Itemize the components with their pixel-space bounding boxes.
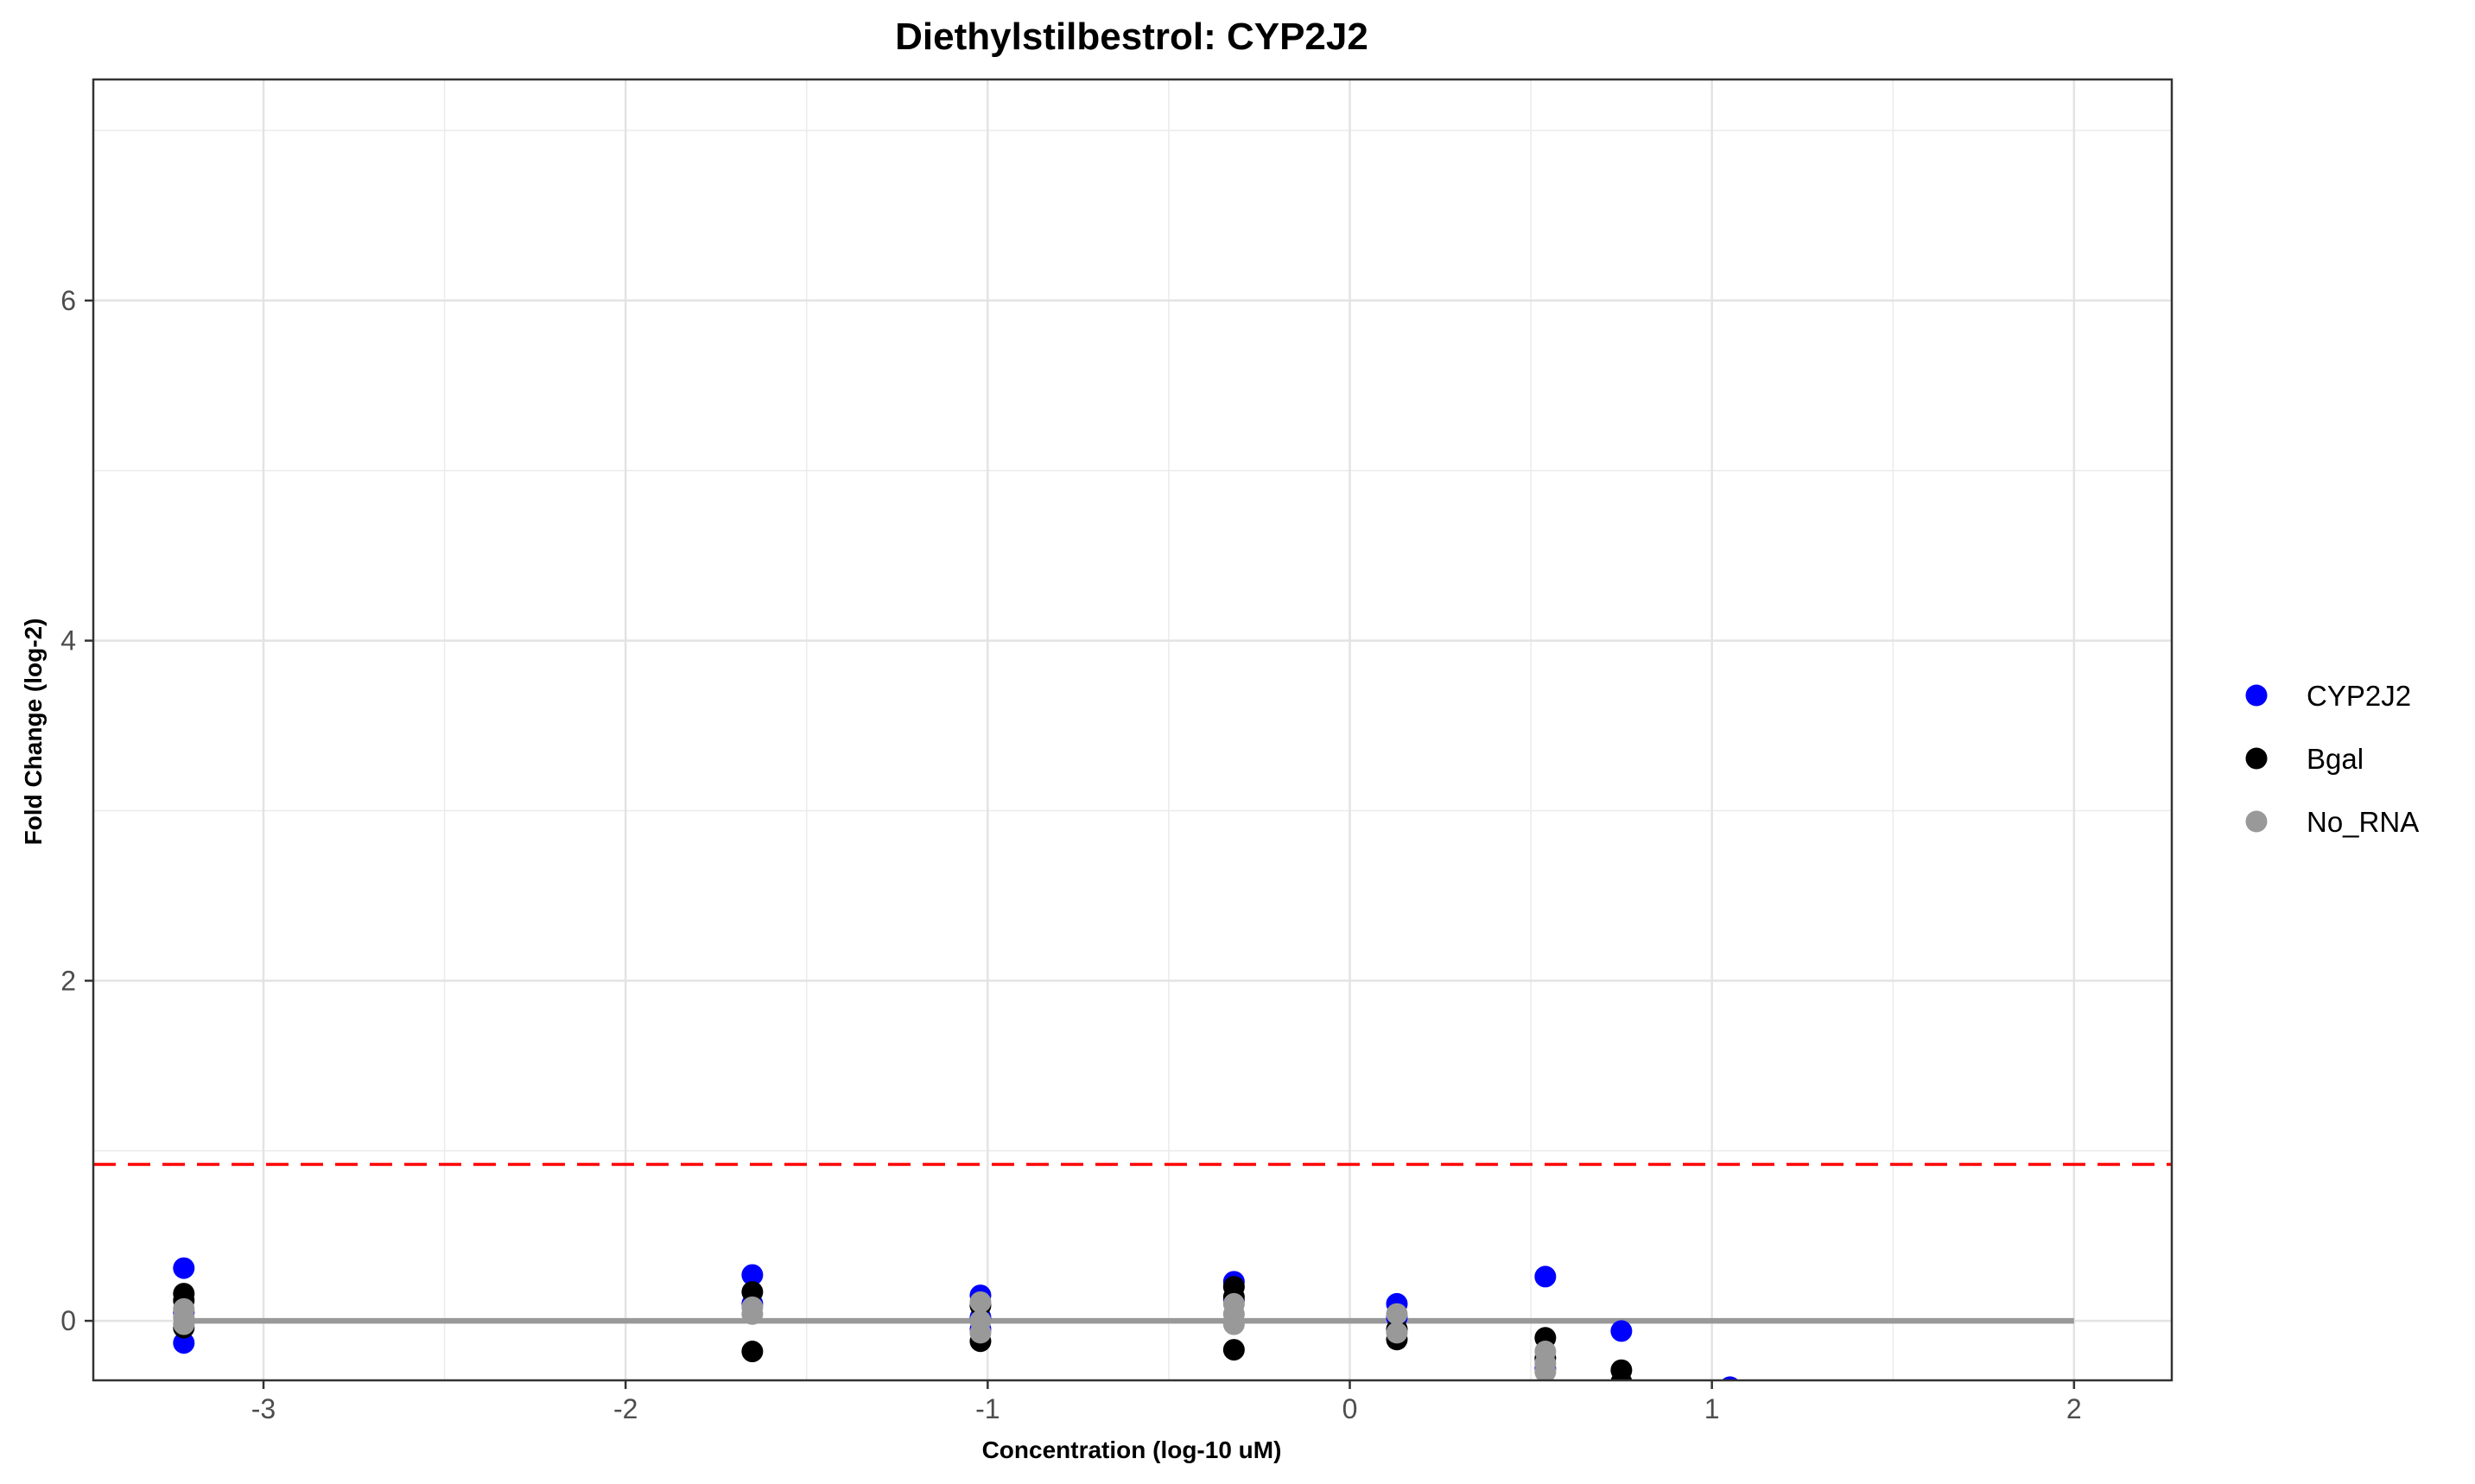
legend-key [2245, 684, 2268, 707]
series-no-rna [173, 1291, 1557, 1380]
x-tick-label: -3 [251, 1393, 276, 1424]
plot-border [92, 78, 2174, 1382]
legend-key [2245, 747, 2268, 770]
data-point [1386, 1303, 1408, 1325]
legend: CYP2J2 Bgal No_RNA [2245, 680, 2419, 838]
data-point [1222, 1313, 1245, 1335]
legend-key [2245, 810, 2268, 833]
legend-label: Bgal [2307, 743, 2364, 775]
legend-label: CYP2J2 [2307, 680, 2411, 712]
data-point [969, 1291, 992, 1313]
grid-minor [93, 79, 2172, 1380]
x-tick-label: -2 [613, 1393, 638, 1424]
y-axis-label: Fold Change (log-2) [20, 618, 47, 846]
y-tick-label: 6 [60, 285, 76, 316]
y-tick-label: 0 [60, 1305, 76, 1336]
data-points [173, 1257, 1739, 1380]
data-point [741, 1341, 764, 1363]
data-point [969, 1322, 992, 1344]
legend-label: No_RNA [2307, 806, 2419, 838]
data-point [1222, 1339, 1245, 1361]
x-tick-label: 2 [2066, 1393, 2082, 1424]
x-axis: -3 -2 -1 0 1 2 [251, 1380, 2082, 1424]
grid-major [93, 79, 2172, 1380]
legend-item: No_RNA [2245, 806, 2419, 838]
y-tick-label: 4 [60, 625, 76, 656]
data-point [173, 1313, 195, 1335]
data-point [1534, 1265, 1557, 1288]
data-point [1610, 1320, 1633, 1342]
x-axis-label: Concentration (log-10 uM) [982, 1436, 1282, 1463]
series-bgal [173, 1276, 1633, 1380]
data-point [741, 1281, 764, 1303]
series-cyp2j2 [173, 1257, 1739, 1380]
x-tick-label: -1 [975, 1393, 1000, 1424]
data-point [173, 1257, 195, 1279]
y-axis: 0 2 4 6 [60, 285, 93, 1336]
x-tick-label: 0 [1342, 1393, 1358, 1424]
data-point [741, 1303, 764, 1325]
data-point [1386, 1322, 1408, 1344]
legend-item: CYP2J2 [2245, 680, 2411, 712]
y-tick-label: 2 [60, 965, 76, 996]
data-point [1534, 1360, 1557, 1380]
data-point [1610, 1371, 1633, 1380]
x-tick-label: 1 [1704, 1393, 1720, 1424]
chart-title: Diethylstilbestrol: CYP2J2 [895, 16, 1368, 58]
data-point [173, 1332, 195, 1354]
data-point [741, 1264, 764, 1286]
legend-item: Bgal [2245, 743, 2364, 775]
